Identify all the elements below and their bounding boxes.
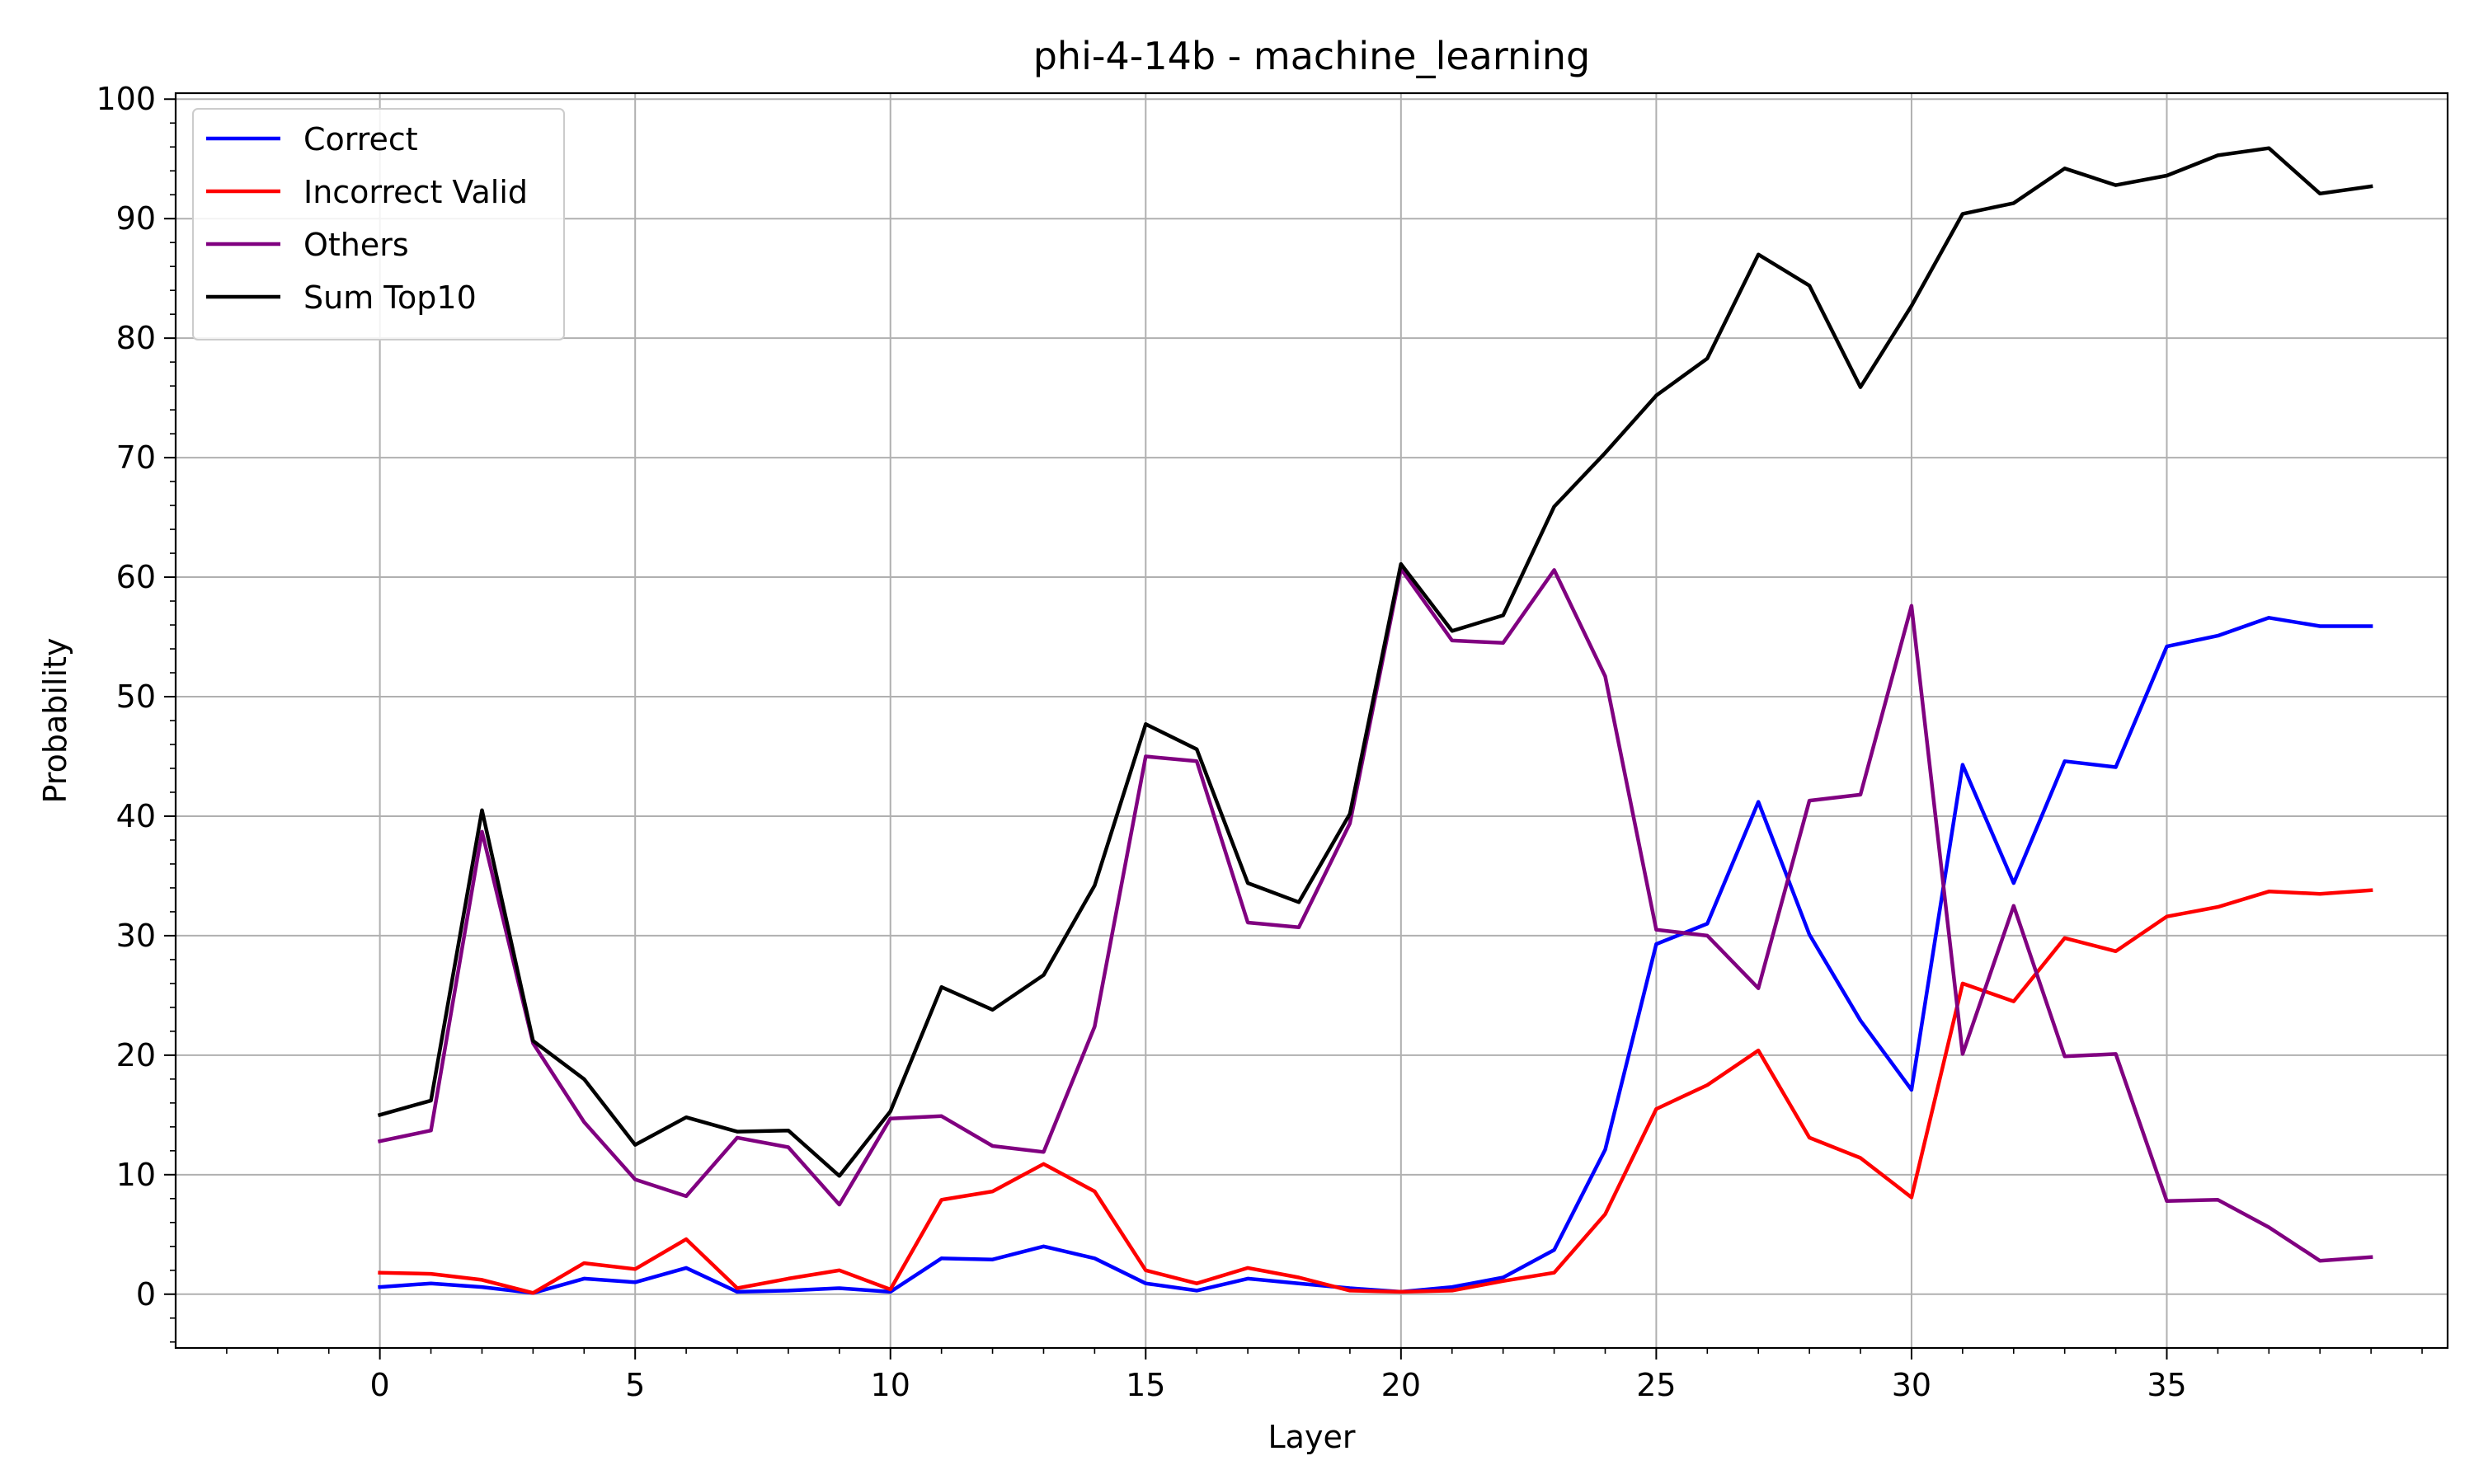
y-axis-label: Probability: [37, 638, 73, 804]
x-tick-label: 30: [1892, 1367, 1931, 1403]
y-tick-label: 60: [116, 559, 156, 595]
legend: Correct Incorrect Valid Others Sum Top10: [192, 108, 565, 340]
axis-ticks: 0 5 10 15 20 25 30 35 0 10 20 30 40 50 60 70 80 90 100: [96, 81, 2423, 1403]
y-tick-label: 20: [116, 1037, 156, 1073]
x-axis-label: Layer: [1268, 1419, 1356, 1455]
y-tick-label: 70: [116, 439, 156, 476]
x-tick-label: 15: [1126, 1367, 1165, 1403]
legend-label: Others: [303, 227, 409, 263]
series-line-sum-top10: [377, 146, 2373, 1178]
legend-label: Correct: [303, 121, 418, 157]
y-tick-label: 0: [136, 1276, 156, 1313]
y-tick-label: 10: [116, 1157, 156, 1193]
x-tick-label: 20: [1381, 1367, 1421, 1403]
y-tick-label: 30: [116, 918, 156, 954]
y-tick-label: 100: [96, 81, 156, 117]
chart-title: phi-4-14b - machine_learning: [1033, 34, 1591, 78]
y-tick-label: 50: [116, 679, 156, 715]
legend-label: Incorrect Valid: [303, 174, 528, 210]
series-line-incorrect-valid: [378, 888, 2373, 1295]
series-lines: [377, 146, 2373, 1295]
y-tick-label: 80: [116, 320, 156, 356]
x-tick-label: 0: [370, 1367, 390, 1403]
legend-label: Sum Top10: [303, 279, 477, 316]
x-tick-label: 35: [2147, 1367, 2186, 1403]
x-tick-label: 5: [625, 1367, 645, 1403]
x-tick-label: 10: [871, 1367, 910, 1403]
y-tick-label: 40: [116, 798, 156, 834]
x-tick-label: 25: [1636, 1367, 1676, 1403]
legend-box: [192, 108, 565, 340]
y-tick-label: 90: [116, 200, 156, 237]
